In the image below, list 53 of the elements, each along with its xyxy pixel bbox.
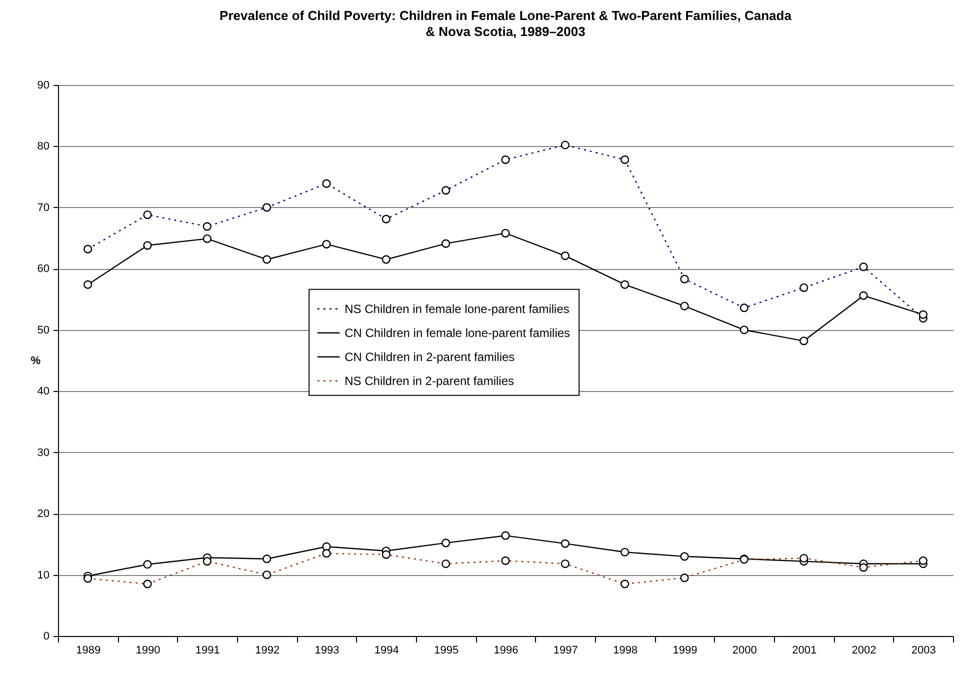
point <box>382 255 390 264</box>
y-tick-label: 0 <box>43 630 50 642</box>
x-tick-label: 1995 <box>434 644 459 656</box>
point <box>442 538 450 548</box>
point <box>501 228 510 238</box>
point <box>800 336 808 346</box>
x-tick-label: 1998 <box>613 644 638 656</box>
point <box>322 240 331 248</box>
point <box>143 560 152 569</box>
point <box>560 252 570 260</box>
x-tick-label: 1994 <box>374 644 399 656</box>
point <box>620 548 630 556</box>
chart-title: Prevalence of Child Poverty: Children in Female Lone-Parent & Two-Parent Families, Canada & Nova Scotia, 1989–2003 <box>220 8 792 39</box>
point <box>202 234 212 243</box>
x-tick-label: 1997 <box>553 644 578 656</box>
point <box>262 255 272 264</box>
x-tick-label: 1989 <box>76 644 101 656</box>
point <box>262 554 272 564</box>
point <box>620 280 630 289</box>
x-tick-label: 1991 <box>195 644 220 656</box>
x-tick-label: 2001 <box>792 644 817 656</box>
x-tick-label: 1990 <box>136 644 160 656</box>
point <box>680 302 689 310</box>
y-tick-label: 50 <box>37 324 50 336</box>
point <box>143 241 152 250</box>
point <box>859 291 868 300</box>
y-tick-label: 30 <box>37 446 50 459</box>
point <box>560 539 570 548</box>
point <box>740 326 748 334</box>
x-tick-label: 1993 <box>314 644 340 656</box>
x-tick-label: 2003 <box>911 644 936 656</box>
point <box>442 239 450 248</box>
point <box>680 552 689 561</box>
y-tick-label: 90 <box>37 80 50 92</box>
point <box>918 310 928 319</box>
point <box>501 531 510 540</box>
legend-label: CN Children in female lone-parent families <box>344 326 570 340</box>
y-tick-label: 40 <box>37 386 50 398</box>
x-tick-label: 1999 <box>672 644 698 656</box>
y-tick-label: 80 <box>37 140 50 153</box>
y-axis-title: % <box>30 355 41 367</box>
x-tick-label: 1992 <box>255 644 280 656</box>
legend-label: CN Children in 2-parent families <box>344 350 515 364</box>
x-tick-label: 1996 <box>494 644 518 656</box>
legend-label: NS Children in 2-parent families <box>344 374 514 388</box>
y-tick-label: 60 <box>37 263 50 276</box>
x-tick-label: 2002 <box>852 644 876 656</box>
y-tick-label: 10 <box>37 569 50 582</box>
legend-label: NS Children in female lone-parent families <box>344 302 570 316</box>
point <box>84 280 92 289</box>
y-tick-label: 70 <box>37 202 50 214</box>
y-tick-label: 20 <box>37 508 50 520</box>
x-tick-label: 2000 <box>732 644 757 656</box>
